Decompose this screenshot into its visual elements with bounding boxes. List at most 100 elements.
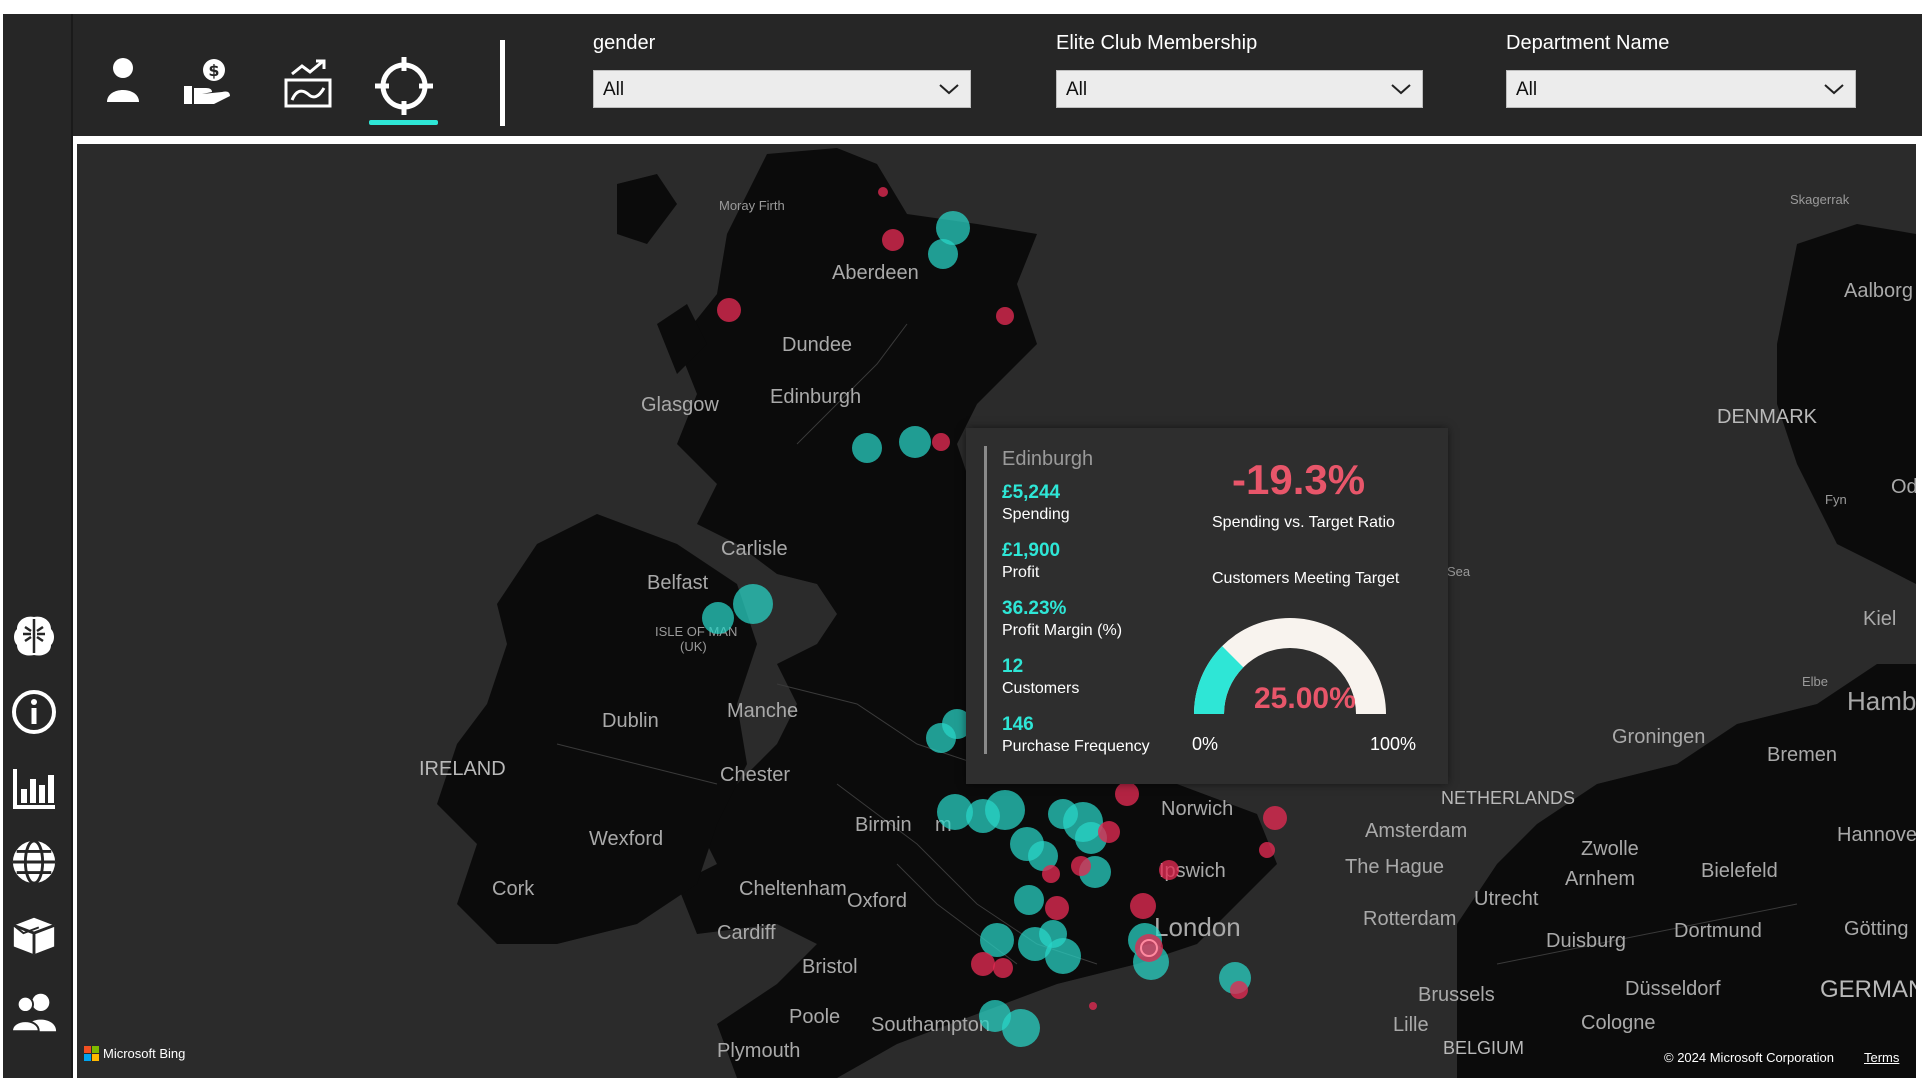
map-bubble[interactable] [1039, 920, 1067, 948]
map-bubble[interactable] [1130, 893, 1156, 919]
map-bubble[interactable] [1089, 1002, 1097, 1010]
map-bubble[interactable] [1115, 782, 1139, 806]
label-chester: Chester [720, 764, 791, 786]
map-bubble[interactable] [932, 433, 950, 451]
label-lille: Lille [1393, 1014, 1429, 1036]
profit-value: £1,900 [1002, 540, 1061, 561]
globe-icon[interactable] [10, 838, 58, 886]
gauge-fill [1194, 646, 1244, 714]
map-bubble[interactable] [882, 229, 904, 251]
microsoft-logo-icon [84, 1046, 99, 1061]
map-bubble[interactable] [899, 426, 931, 458]
elite-club-label: Elite Club Membership [1056, 32, 1258, 54]
elite-club-dropdown[interactable]: All [1056, 70, 1423, 108]
department-slicer: Department Name All [1506, 32, 1856, 112]
label-the-hague: The Hague [1345, 856, 1444, 878]
label-bielefeld: Bielefeld [1701, 860, 1778, 882]
gauge-track [1194, 618, 1386, 714]
users-icon[interactable] [10, 988, 58, 1036]
label-skagerrak: Skagerrak [1790, 192, 1850, 207]
gender-value: All [603, 79, 625, 100]
label-wexford: Wexford [589, 828, 664, 850]
label-ireland: IRELAND [419, 758, 506, 780]
bing-text: Microsoft Bing [103, 1046, 186, 1061]
label-norwich: Norwich [1161, 798, 1234, 820]
box-icon[interactable] [10, 912, 58, 960]
gender-dropdown[interactable]: All [593, 70, 971, 108]
map-bubble[interactable] [1071, 856, 1091, 876]
label-hannover: Hannove [1837, 824, 1916, 846]
map-bubble[interactable] [1002, 1009, 1040, 1047]
gender-slicer: gender All [593, 32, 971, 112]
map-bubble[interactable] [852, 433, 882, 463]
hand-money-icon[interactable]: $ [180, 54, 236, 110]
trend-chart-icon[interactable] [280, 56, 336, 112]
gauge-value: 25.00% [1254, 682, 1356, 715]
label-cork: Cork [492, 878, 535, 900]
terms-link[interactable]: Terms [1864, 1050, 1900, 1065]
label-glasgow: Glasgow [641, 394, 719, 416]
map-bubble-highlight [1140, 939, 1158, 957]
map-bubble[interactable] [1259, 842, 1275, 858]
map-bubble[interactable] [702, 602, 734, 634]
gender-label: gender [593, 32, 656, 54]
label-elbe: Elbe [1802, 674, 1829, 689]
user-icon[interactable] [100, 54, 146, 106]
map-bubble[interactable] [993, 958, 1013, 978]
map-bubble[interactable] [996, 307, 1014, 325]
department-value: All [1516, 79, 1538, 100]
map-bubble[interactable] [1042, 865, 1060, 883]
label-cheltenham: Cheltenham [739, 878, 847, 900]
label-odense: Ode [1891, 476, 1916, 498]
map-bubble[interactable] [928, 239, 958, 269]
map-bubble[interactable] [985, 790, 1025, 830]
ratio-value: -19.3% [1232, 456, 1366, 503]
map-bubble[interactable] [878, 187, 888, 197]
margin-value: 36.23% [1002, 598, 1067, 619]
label-belgium: BELGIUM [1443, 1038, 1525, 1058]
label-bristol: Bristol [802, 956, 858, 978]
map-bubble[interactable] [980, 923, 1014, 957]
brain-icon[interactable] [10, 612, 58, 660]
gauge-title: Customers Meeting Target [1212, 570, 1400, 587]
map-bubble[interactable] [1014, 885, 1044, 915]
label-london: London [1154, 912, 1241, 942]
label-moray-firth: Moray Firth [719, 198, 785, 213]
map-bubble[interactable] [1098, 821, 1120, 843]
label-cologne: Cologne [1581, 1012, 1656, 1034]
chevron-down-icon [939, 84, 959, 95]
label-belfast: Belfast [647, 572, 709, 594]
elite-club-slicer: Elite Club Membership All [1056, 32, 1423, 112]
elite-club-value: All [1066, 79, 1088, 100]
map-bubble[interactable] [1045, 896, 1069, 920]
label-dusseldorf: Düsseldorf [1625, 978, 1721, 1000]
map-bubble[interactable] [1263, 806, 1287, 830]
left-rail [3, 14, 71, 1078]
label-edinburgh: Edinburgh [770, 386, 862, 408]
bar-chart-icon[interactable] [10, 764, 58, 812]
label-oxford: Oxford [847, 890, 908, 912]
map-bubble[interactable] [1159, 860, 1179, 880]
label-manchester: Manche [727, 700, 799, 722]
info-icon[interactable] [10, 688, 58, 736]
top-edge [0, 0, 1922, 14]
label-rotterdam: Rotterdam [1363, 908, 1457, 930]
target-gauge [1194, 618, 1386, 714]
department-label: Department Name [1506, 32, 1670, 54]
spending-label: Spending [1002, 506, 1070, 523]
margin-label: Profit Margin (%) [1002, 622, 1123, 639]
copyright-text: © 2024 Microsoft Corporation [1664, 1050, 1834, 1065]
nav-separator [500, 40, 505, 126]
label-zwolle: Zwolle [1581, 838, 1639, 860]
label-sea: Sea [1447, 564, 1471, 579]
department-dropdown[interactable]: All [1506, 70, 1856, 108]
map-bubble[interactable] [717, 298, 741, 322]
gauge-min: 0% [1192, 734, 1219, 754]
crosshair-target-icon[interactable] [374, 56, 434, 116]
label-gottingen: Götting [1844, 918, 1909, 940]
map-bubble[interactable] [971, 952, 995, 976]
chevron-down-icon [1391, 84, 1411, 95]
map-bubble[interactable] [1230, 981, 1248, 999]
map-bubble[interactable] [733, 584, 773, 624]
